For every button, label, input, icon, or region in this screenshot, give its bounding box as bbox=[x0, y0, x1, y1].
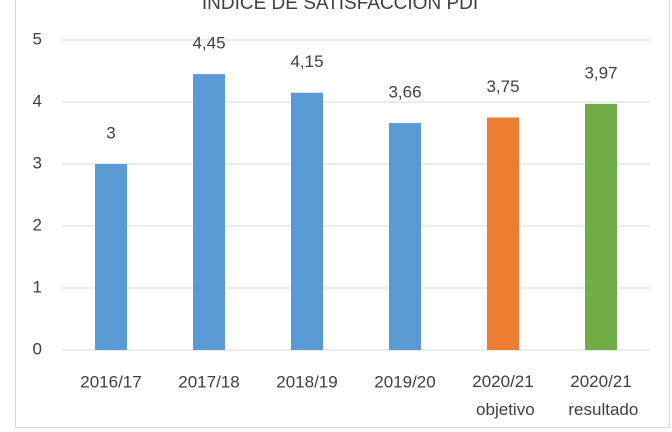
data-label: 3,66 bbox=[388, 83, 421, 102]
x-tick-label: 2019/20 bbox=[374, 372, 435, 391]
y-tick-label: 4 bbox=[33, 91, 42, 110]
y-tick-label: 1 bbox=[33, 277, 42, 296]
x-tick-label: 2018/19 bbox=[276, 372, 337, 391]
y-tick-label: 0 bbox=[33, 339, 42, 358]
chart-title: ÍNDICE DE SATISFACCIÓN PDI bbox=[202, 0, 478, 14]
y-tick-label: 2 bbox=[33, 215, 42, 234]
data-label: 3,97 bbox=[584, 63, 617, 82]
y-tick-label: 5 bbox=[33, 29, 42, 48]
bar bbox=[95, 164, 127, 350]
y-tick-label: 3 bbox=[33, 153, 42, 172]
x-tick-label: 2020/21 objetivo bbox=[471, 372, 534, 419]
data-label: 4,15 bbox=[290, 52, 323, 71]
data-label: 4,45 bbox=[192, 34, 225, 53]
bar bbox=[193, 74, 225, 350]
data-label: 3,75 bbox=[486, 77, 519, 96]
bar bbox=[585, 103, 617, 350]
x-tick-label: 2016/17 bbox=[80, 372, 141, 391]
bar bbox=[389, 123, 421, 350]
bar bbox=[291, 92, 323, 350]
x-tick-label: 2017/18 bbox=[178, 372, 239, 391]
data-label: 3 bbox=[106, 123, 115, 142]
x-tick-label: 2020/21 resultado bbox=[564, 372, 639, 419]
bar bbox=[487, 117, 519, 350]
